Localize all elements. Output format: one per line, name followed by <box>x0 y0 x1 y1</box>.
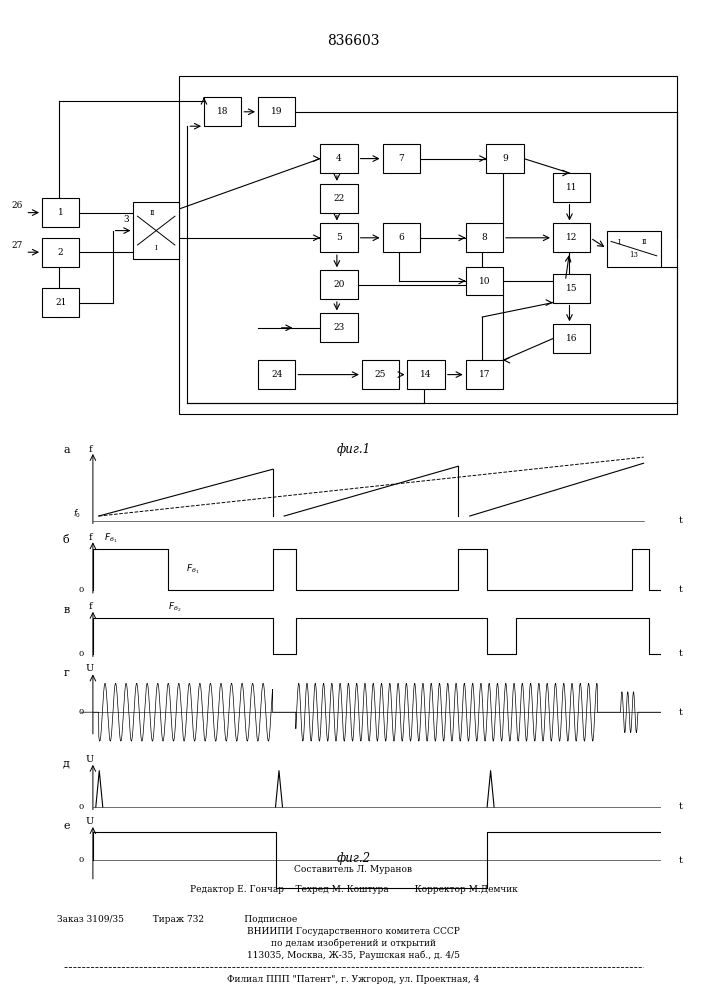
Text: г: г <box>64 668 70 678</box>
Text: II: II <box>641 238 647 246</box>
Bar <box>258 97 296 126</box>
Text: $F_{б_1}$: $F_{б_1}$ <box>105 532 118 545</box>
Text: 26: 26 <box>12 201 23 210</box>
Bar <box>553 324 590 353</box>
Text: 2: 2 <box>58 248 64 257</box>
Bar <box>382 144 420 173</box>
Text: f: f <box>88 533 92 542</box>
Text: U: U <box>86 755 94 764</box>
Bar <box>553 173 590 202</box>
Text: t: t <box>679 649 682 658</box>
Text: 836603: 836603 <box>327 34 380 48</box>
Text: а: а <box>63 445 70 455</box>
Text: t: t <box>679 708 682 717</box>
Text: б: б <box>63 535 70 545</box>
Text: ВНИИПИ Государственного комитета СССР: ВНИИПИ Государственного комитета СССР <box>247 927 460 936</box>
Bar <box>204 97 241 126</box>
Text: 113035, Москва, Ж-35, Раушская наб., д. 4/5: 113035, Москва, Ж-35, Раушская наб., д. … <box>247 951 460 960</box>
Text: 4: 4 <box>336 154 342 163</box>
Text: 7: 7 <box>398 154 404 163</box>
Text: 12: 12 <box>566 233 577 242</box>
Text: 20: 20 <box>333 280 344 289</box>
Text: 8: 8 <box>481 233 487 242</box>
Text: $f_0$: $f_0$ <box>73 507 81 520</box>
Bar <box>320 313 358 342</box>
Text: д: д <box>63 758 70 768</box>
Text: 27: 27 <box>12 240 23 249</box>
Text: Заказ 3109/35          Тираж 732              Подписное: Заказ 3109/35 Тираж 732 Подписное <box>57 915 297 924</box>
Bar <box>407 360 445 389</box>
Text: t: t <box>679 585 682 594</box>
Text: 9: 9 <box>502 154 508 163</box>
Text: t: t <box>679 516 682 525</box>
Text: U: U <box>86 817 94 826</box>
Text: фиг.2: фиг.2 <box>337 852 370 865</box>
Text: 24: 24 <box>271 370 282 379</box>
Text: 18: 18 <box>217 107 228 116</box>
Text: Филиал ППП "Патент", г. Ужгород, ул. Проектная, 4: Филиал ППП "Патент", г. Ужгород, ул. Про… <box>228 975 479 984</box>
Text: 10: 10 <box>479 276 490 286</box>
Text: $F_{б_1}$: $F_{б_1}$ <box>186 563 199 576</box>
Text: 15: 15 <box>566 284 578 293</box>
Text: 0: 0 <box>79 708 84 716</box>
Text: 16: 16 <box>566 334 578 343</box>
Text: Составитель Л. Муранов: Составитель Л. Муранов <box>295 865 412 874</box>
Bar <box>42 238 79 267</box>
Text: по делам изобретений и открытий: по делам изобретений и открытий <box>271 939 436 948</box>
Bar <box>466 267 503 295</box>
Text: 0: 0 <box>79 803 84 811</box>
Text: Редактор Е. Гончар    Техред М. Коштура         Корректор М.Демчик: Редактор Е. Гончар Техред М. Коштура Кор… <box>189 885 518 894</box>
Text: 6: 6 <box>398 233 404 242</box>
Text: I: I <box>155 244 158 252</box>
Text: U: U <box>86 664 94 673</box>
Text: 0: 0 <box>79 650 84 658</box>
Text: 23: 23 <box>333 323 344 332</box>
Bar <box>258 360 296 389</box>
Bar <box>553 223 590 252</box>
Text: 5: 5 <box>336 233 342 242</box>
Text: I: I <box>618 238 621 246</box>
Bar <box>320 184 358 213</box>
Text: t: t <box>679 856 682 865</box>
Bar <box>607 231 661 267</box>
Text: 25: 25 <box>375 370 386 379</box>
Bar <box>362 360 399 389</box>
Bar <box>320 144 358 173</box>
Text: 1: 1 <box>58 208 64 217</box>
Bar <box>42 198 79 227</box>
Text: 13: 13 <box>629 251 638 259</box>
Bar <box>486 144 524 173</box>
Bar <box>382 223 420 252</box>
Bar <box>42 288 79 317</box>
Text: 3: 3 <box>124 215 129 224</box>
Text: 0: 0 <box>79 856 84 864</box>
Bar <box>320 223 358 252</box>
Text: в: в <box>64 605 70 615</box>
Text: 21: 21 <box>55 298 66 307</box>
Text: фиг.1: фиг.1 <box>337 443 370 456</box>
Text: f: f <box>88 445 92 454</box>
Text: 19: 19 <box>271 107 282 116</box>
Bar <box>466 223 503 252</box>
Bar <box>466 360 503 389</box>
Text: t: t <box>679 802 682 811</box>
Bar <box>320 270 358 299</box>
Text: 0: 0 <box>79 586 84 594</box>
Bar <box>134 202 179 259</box>
Text: f: f <box>88 602 92 611</box>
Text: $F_{б_2}$: $F_{б_2}$ <box>168 601 182 614</box>
Bar <box>179 76 677 414</box>
Text: 11: 11 <box>566 183 578 192</box>
Text: е: е <box>63 821 70 831</box>
Text: 17: 17 <box>479 370 490 379</box>
Text: 14: 14 <box>421 370 432 379</box>
Text: II: II <box>149 209 155 217</box>
Text: 22: 22 <box>333 194 344 203</box>
Bar <box>553 274 590 303</box>
